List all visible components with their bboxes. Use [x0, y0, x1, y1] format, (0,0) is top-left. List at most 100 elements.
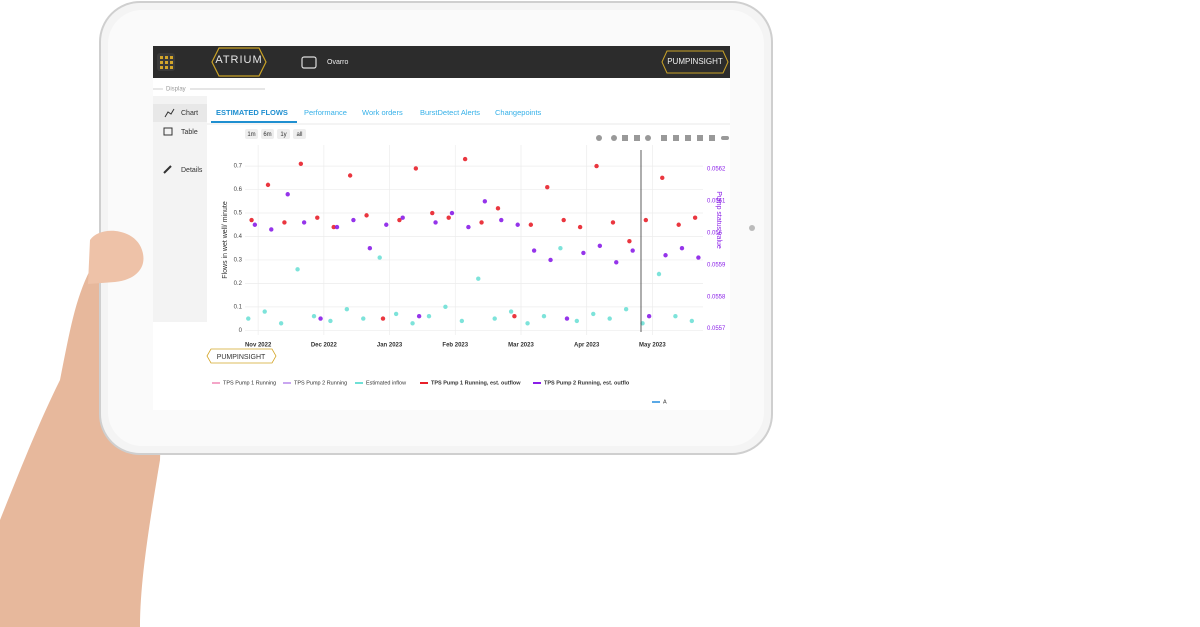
- product-logo: [661, 50, 729, 74]
- point: [334, 224, 340, 230]
- point: [512, 314, 517, 319]
- point: [660, 175, 665, 181]
- point: [265, 182, 271, 188]
- site-name[interactable]: Ovarro: [327, 59, 349, 66]
- point: [433, 220, 438, 225]
- y2-tick-label: 0.0558: [707, 294, 726, 300]
- tab[interactable]: ESTIMATED FLOWS: [216, 108, 288, 117]
- point: [663, 253, 668, 258]
- x-tick-label: Feb 2023: [442, 343, 468, 349]
- tab[interactable]: Performance: [304, 108, 347, 117]
- x-tick-label: Jan 2023: [377, 343, 403, 349]
- point: [249, 217, 254, 223]
- range-button[interactable]: [293, 129, 306, 139]
- point: [384, 222, 389, 227]
- point: [301, 220, 307, 225]
- point: [449, 210, 455, 216]
- range-label[interactable]: 6m: [263, 132, 271, 138]
- point: [656, 271, 662, 277]
- point: [640, 321, 645, 326]
- y-tick-label: 0: [239, 328, 243, 334]
- point: [393, 311, 399, 317]
- point: [574, 318, 580, 324]
- point: [269, 227, 274, 232]
- legend-label[interactable]: TPS Pump 2 Running, est. outflo: [544, 380, 630, 386]
- point: [614, 260, 619, 265]
- brand-logo: [211, 47, 267, 77]
- footer-logo-frame: [206, 348, 277, 364]
- top-bar: [153, 46, 730, 78]
- point: [623, 306, 629, 312]
- point: [347, 173, 353, 178]
- chart-toolbar: [596, 135, 729, 141]
- point: [607, 316, 612, 321]
- point: [515, 222, 520, 227]
- y2-tick-label: 0.0562: [707, 167, 726, 173]
- point: [676, 222, 681, 227]
- y2-tick-label: 0.0557: [707, 326, 726, 332]
- legend-label[interactable]: TPS Pump 1 Running, est. outflow: [431, 380, 521, 386]
- tab[interactable]: Work orders: [362, 108, 403, 117]
- point: [482, 199, 488, 204]
- y2-tick-label: 0.056: [707, 230, 723, 236]
- point: [643, 217, 649, 223]
- point: [594, 163, 599, 169]
- point: [413, 166, 419, 171]
- chart: 0 0.1 0.2 0.3 0.4 0.5 0.6 0.7 Nov 2022 Dec 2022 Ja…: [222, 145, 726, 349]
- point: [315, 215, 320, 220]
- footer-logo: PUMPINSIGHT: [217, 354, 266, 361]
- point: [545, 185, 550, 190]
- legend-label[interactable]: A: [663, 399, 667, 405]
- legend: TPS Pump 1 Running TPS Pump 2 Running Esti…: [212, 380, 667, 405]
- range-button[interactable]: [261, 129, 274, 139]
- range-label[interactable]: 1y: [280, 132, 286, 138]
- point: [295, 267, 300, 272]
- range-label[interactable]: all: [296, 132, 302, 138]
- tab[interactable]: BurstDetect Alerts: [420, 108, 480, 117]
- point: [246, 316, 251, 321]
- point: [564, 316, 570, 321]
- y2-axis-label: Pump status value: [715, 191, 722, 249]
- point: [285, 192, 290, 197]
- point: [495, 206, 501, 211]
- point: [318, 316, 323, 321]
- tab-underline: [211, 121, 297, 123]
- tab[interactable]: Changepoints: [495, 108, 542, 117]
- point: [462, 156, 468, 162]
- legend-label[interactable]: TPS Pump 1 Running: [223, 380, 276, 386]
- point: [630, 248, 635, 253]
- x-tick-label: Apr 2023: [574, 343, 600, 349]
- point: [499, 217, 504, 223]
- range-button[interactable]: [245, 129, 258, 139]
- point: [416, 314, 422, 319]
- point: [361, 316, 366, 321]
- point: [426, 314, 432, 319]
- point: [476, 276, 481, 281]
- legend-label[interactable]: Estimated inflow: [366, 380, 406, 386]
- point: [298, 161, 304, 166]
- point: [610, 220, 616, 225]
- range-label[interactable]: 1m: [247, 132, 255, 138]
- x-tick-label: Dec 2022: [311, 343, 338, 349]
- sidebar-item[interactable]: Details: [181, 167, 203, 174]
- point: [591, 311, 596, 317]
- sidebar-item[interactable]: Chart: [181, 110, 198, 117]
- point: [344, 306, 350, 312]
- point: [364, 213, 369, 218]
- edit-icon: [163, 165, 172, 174]
- point: [351, 217, 356, 223]
- point: [627, 238, 632, 244]
- sidebar-item[interactable]: Table: [181, 129, 198, 136]
- point: [548, 257, 553, 263]
- point: [252, 222, 258, 227]
- x-tick-label: May 2023: [639, 343, 666, 349]
- legend-label[interactable]: TPS Pump 2 Running: [294, 380, 347, 386]
- point: [531, 248, 537, 253]
- apps-icon: [160, 56, 173, 69]
- sidebar-active: [153, 104, 207, 122]
- point: [581, 250, 586, 256]
- y-tick-label: 0.2: [234, 281, 243, 287]
- range-button[interactable]: [277, 129, 290, 139]
- point: [696, 255, 701, 260]
